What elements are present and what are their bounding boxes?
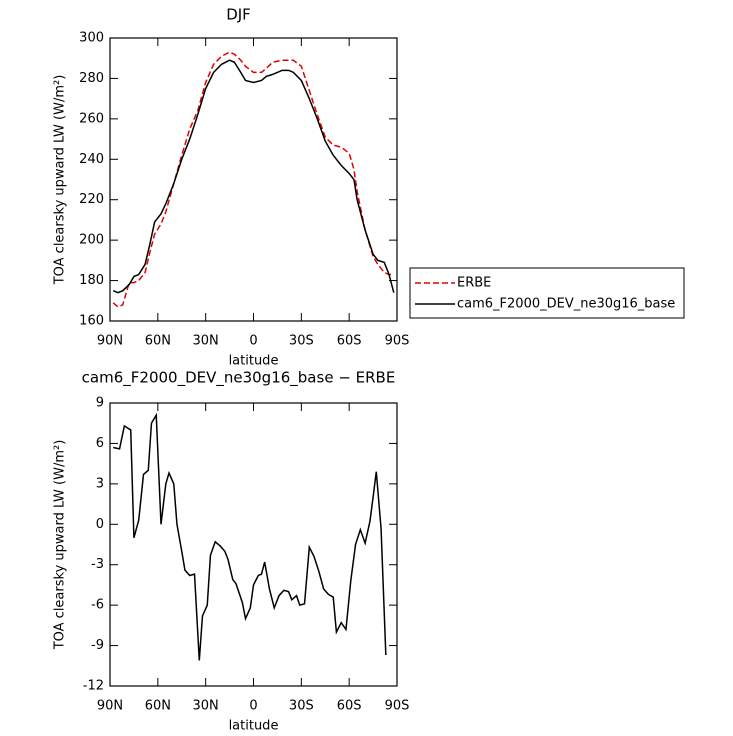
chart-title: DJF — [226, 6, 251, 24]
y-tick-label: 3 — [96, 476, 104, 491]
y-tick-label: 180 — [79, 273, 104, 288]
x-tick-label: 0 — [249, 699, 257, 714]
y-tick-label: -3 — [91, 557, 104, 572]
x-tick-label: 60S — [337, 699, 362, 714]
y-tick-label: 220 — [79, 192, 104, 207]
legend-box — [409, 267, 685, 319]
y-tick-label: -9 — [91, 638, 104, 653]
y-tick-label: -12 — [83, 679, 104, 694]
y-tick-label: 300 — [79, 31, 104, 46]
legend-label: cam6_F2000_DEV_ne30g16_base — [457, 297, 675, 312]
x-tick-label: 0 — [249, 334, 257, 349]
plot-frame — [109, 402, 398, 687]
x-tick-label: 90S — [385, 334, 410, 349]
y-axis-label: TOA clearsky upward LW (W/m²) — [53, 75, 68, 286]
y-tick-label: 280 — [79, 71, 104, 86]
x-tick-label: 30N — [193, 699, 219, 714]
x-tick-label: 90N — [97, 334, 123, 349]
y-tick-label: 0 — [96, 517, 104, 532]
legend-label: ERBE — [457, 276, 491, 291]
x-tick-label: 90S — [385, 699, 410, 714]
x-tick-label: 60N — [145, 334, 171, 349]
x-tick-label: 60N — [145, 699, 171, 714]
y-tick-label: 9 — [96, 396, 104, 411]
y-tick-label: 240 — [79, 152, 104, 167]
y-tick-label: 200 — [79, 233, 104, 248]
x-tick-label: 30N — [193, 334, 219, 349]
y-tick-label: -6 — [91, 598, 104, 613]
x-tick-label: 60S — [337, 334, 362, 349]
x-tick-label: 90N — [97, 699, 123, 714]
plot-frame — [109, 37, 398, 322]
legend: ERBE cam6_F2000_DEV_ne30g16_base — [409, 267, 685, 319]
y-axis-label: TOA clearsky upward LW (W/m²) — [53, 440, 68, 651]
data-line — [112, 59, 395, 294]
y-tick-label: 260 — [79, 111, 104, 126]
x-tick-label: 30S — [289, 334, 314, 349]
x-tick-label: 30S — [289, 699, 314, 714]
y-tick-label: 6 — [96, 436, 104, 451]
x-axis-label: latitude — [229, 354, 279, 369]
x-axis-label: latitude — [229, 719, 279, 734]
chart-title: cam6_F2000_DEV_ne30g16_base − ERBE — [82, 369, 396, 388]
data-line — [113, 412, 387, 661]
data-line — [112, 51, 394, 308]
y-tick-label: 160 — [79, 314, 104, 329]
